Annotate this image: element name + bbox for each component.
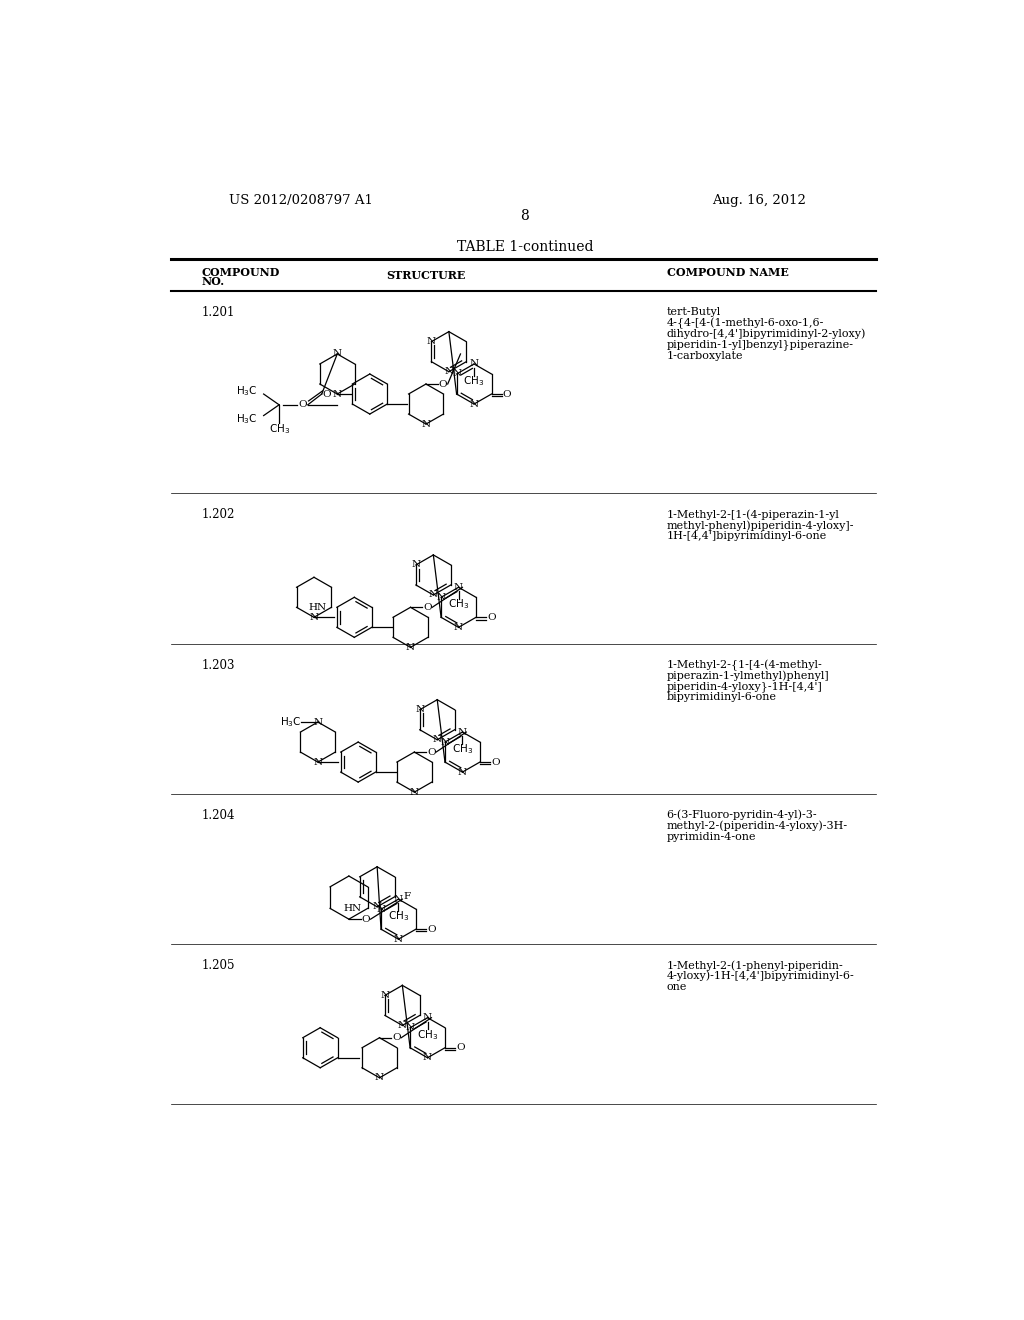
Text: N: N <box>410 788 419 796</box>
Text: 6-(3-Fluoro-pyridin-4-yl)-3-: 6-(3-Fluoro-pyridin-4-yl)-3- <box>667 810 817 821</box>
Text: TABLE 1-continued: TABLE 1-continued <box>457 240 593 253</box>
Text: N: N <box>422 420 430 429</box>
Text: COMPOUND NAME: COMPOUND NAME <box>667 267 788 279</box>
Text: $\mathsf{CH_3}$: $\mathsf{CH_3}$ <box>452 742 473 756</box>
Text: piperazin-1-ylmethyl)phenyl]: piperazin-1-ylmethyl)phenyl] <box>667 671 829 681</box>
Text: N: N <box>313 758 323 767</box>
Text: O: O <box>361 915 371 924</box>
Text: N: N <box>454 623 463 632</box>
Text: N: N <box>440 738 450 747</box>
Text: US 2012/0208797 A1: US 2012/0208797 A1 <box>228 194 373 207</box>
Text: N: N <box>436 593 445 602</box>
Text: F: F <box>403 892 411 902</box>
Text: 1.204: 1.204 <box>202 809 236 822</box>
Text: N: N <box>444 367 454 376</box>
Text: N: N <box>380 991 389 999</box>
Text: $\mathsf{CH_3}$: $\mathsf{CH_3}$ <box>464 374 484 388</box>
Text: HN: HN <box>308 603 327 611</box>
Text: N: N <box>333 389 342 399</box>
Text: 1.205: 1.205 <box>202 958 236 972</box>
Text: piperidin-1-yl]benzyl}piperazine-: piperidin-1-yl]benzyl}piperazine- <box>667 339 854 350</box>
Text: 1.203: 1.203 <box>202 659 236 672</box>
Text: O: O <box>456 1043 465 1052</box>
Text: NO.: NO. <box>202 276 224 288</box>
Text: pyrimidin-4-one: pyrimidin-4-one <box>667 832 756 842</box>
Text: N: N <box>406 1023 415 1032</box>
Text: $\mathsf{H_3C}$: $\mathsf{H_3C}$ <box>236 384 257 397</box>
Text: $\mathsf{CH_3}$: $\mathsf{CH_3}$ <box>417 1028 438 1041</box>
Text: N: N <box>469 400 478 408</box>
Text: N: N <box>375 1073 384 1082</box>
Text: bipyrimidinyl-6-one: bipyrimidinyl-6-one <box>667 693 776 702</box>
Text: 8: 8 <box>520 209 529 223</box>
Text: one: one <box>667 982 687 991</box>
Text: O: O <box>438 380 447 388</box>
Text: 4-yloxy)-1H-[4,4']bipyrimidinyl-6-: 4-yloxy)-1H-[4,4']bipyrimidinyl-6- <box>667 970 854 982</box>
Text: N: N <box>423 1014 432 1022</box>
Text: 1.201: 1.201 <box>202 306 234 319</box>
Text: Aug. 16, 2012: Aug. 16, 2012 <box>713 194 806 207</box>
Text: N: N <box>458 727 467 737</box>
Text: O: O <box>503 389 511 399</box>
Text: O: O <box>298 400 306 409</box>
Text: O: O <box>487 612 496 622</box>
Text: O: O <box>427 925 436 933</box>
Text: HN: HN <box>343 904 361 913</box>
Text: O: O <box>323 389 332 399</box>
Text: piperidin-4-yloxy}-1H-[4,4']: piperidin-4-yloxy}-1H-[4,4'] <box>667 681 822 692</box>
Text: 1H-[4,4']bipyrimidinyl-6-one: 1H-[4,4']bipyrimidinyl-6-one <box>667 532 826 541</box>
Text: N: N <box>313 718 323 726</box>
Text: N: N <box>469 359 478 368</box>
Text: N: N <box>458 768 467 776</box>
Text: 1-Methyl-2-(1-phenyl-piperidin-: 1-Methyl-2-(1-phenyl-piperidin- <box>667 960 844 970</box>
Text: N: N <box>452 370 461 379</box>
Text: N: N <box>377 904 386 913</box>
Text: O: O <box>392 1034 400 1043</box>
Text: methyl-phenyl)piperidin-4-yloxy]-: methyl-phenyl)piperidin-4-yloxy]- <box>667 520 854 531</box>
Text: N: N <box>433 735 441 744</box>
Text: tert-Butyl: tert-Butyl <box>667 308 721 317</box>
Text: N: N <box>412 561 421 569</box>
Text: N: N <box>454 583 463 591</box>
Text: $\mathsf{H_3C}$: $\mathsf{H_3C}$ <box>280 715 301 729</box>
Text: N: N <box>397 1020 407 1030</box>
Text: O: O <box>492 758 500 767</box>
Text: 1-Methyl-2-[1-(4-piperazin-1-yl: 1-Methyl-2-[1-(4-piperazin-1-yl <box>667 510 840 520</box>
Text: O: O <box>427 747 436 756</box>
Text: N: N <box>415 705 424 714</box>
Text: O: O <box>423 603 432 611</box>
Text: N: N <box>309 612 318 622</box>
Text: $\mathsf{CH_3}$: $\mathsf{CH_3}$ <box>388 909 409 923</box>
Text: N: N <box>427 337 436 346</box>
Text: N: N <box>373 903 382 911</box>
Text: N: N <box>429 590 438 599</box>
Text: COMPOUND: COMPOUND <box>202 267 280 279</box>
Text: 1.202: 1.202 <box>202 508 234 521</box>
Text: 1-Methyl-2-{1-[4-(4-methyl-: 1-Methyl-2-{1-[4-(4-methyl- <box>667 660 822 671</box>
Text: $\mathsf{CH_3}$: $\mathsf{CH_3}$ <box>447 598 469 611</box>
Text: $\mathsf{H_3C}$: $\mathsf{H_3C}$ <box>236 412 257 425</box>
Text: N: N <box>394 895 403 904</box>
Text: N: N <box>394 935 403 944</box>
Text: STRUCTURE: STRUCTURE <box>387 271 466 281</box>
Text: N: N <box>423 1053 432 1063</box>
Text: dihydro-[4,4']bipyrimidinyl-2-yloxy): dihydro-[4,4']bipyrimidinyl-2-yloxy) <box>667 329 866 339</box>
Text: N: N <box>406 643 415 652</box>
Text: methyl-2-(piperidin-4-yloxy)-3H-: methyl-2-(piperidin-4-yloxy)-3H- <box>667 821 848 832</box>
Text: N: N <box>333 350 342 359</box>
Text: 4-{4-[4-(1-methyl-6-oxo-1,6-: 4-{4-[4-(1-methyl-6-oxo-1,6- <box>667 318 824 329</box>
Text: $\mathsf{CH_3}$: $\mathsf{CH_3}$ <box>268 422 290 437</box>
Text: 1-carboxylate: 1-carboxylate <box>667 351 743 360</box>
